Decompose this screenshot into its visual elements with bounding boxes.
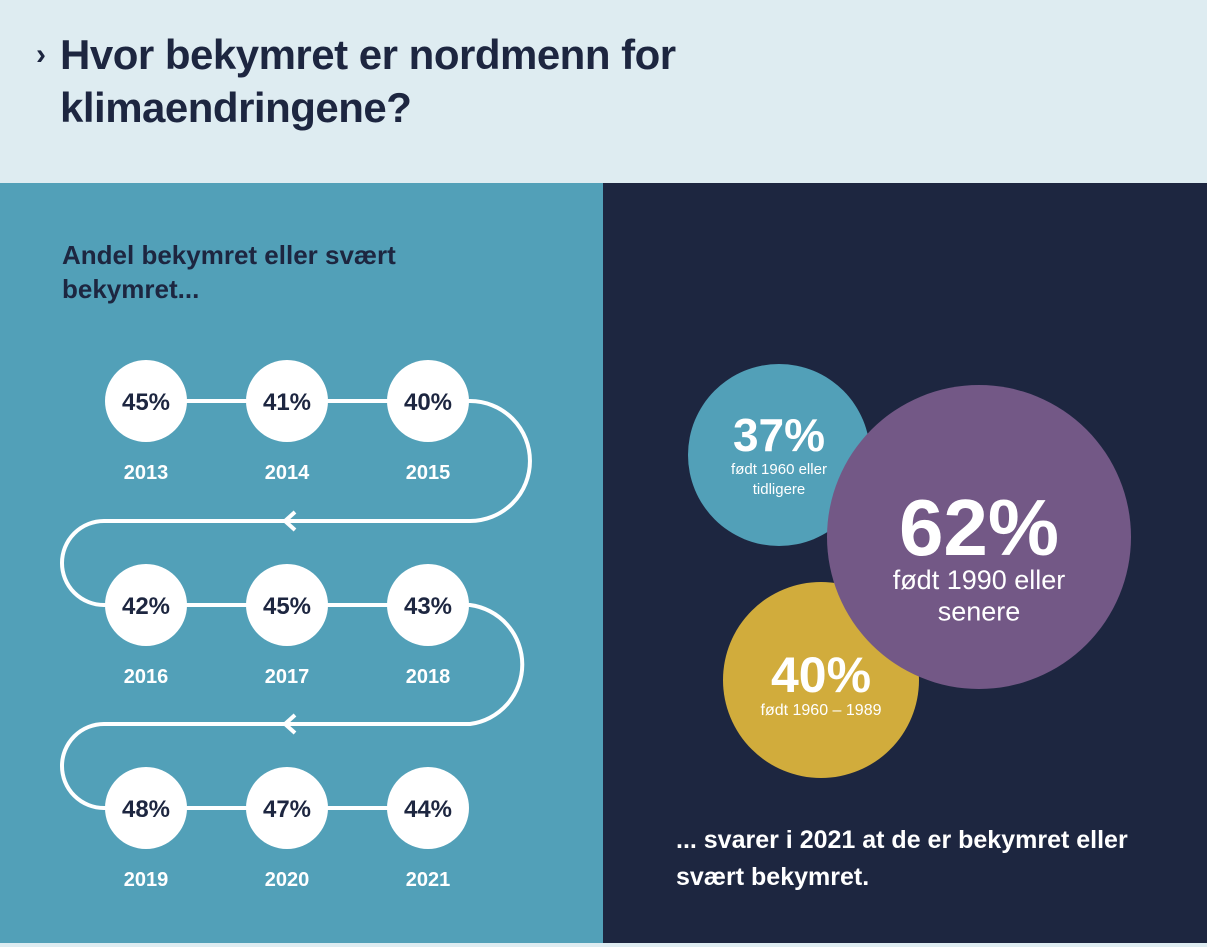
year-value: 40% xyxy=(404,389,452,416)
bubble-value: 40% xyxy=(771,647,871,703)
bubble-label: født 1960 – 1989 xyxy=(761,702,882,719)
year-value: 45% xyxy=(122,389,170,416)
timeline-path xyxy=(60,399,532,810)
bubble-label: født 1990 eller xyxy=(893,565,1066,595)
year-value: 44% xyxy=(404,796,452,823)
chevron-right-icon: › xyxy=(36,38,46,71)
year-circle xyxy=(105,767,187,849)
year-value: 45% xyxy=(263,593,311,620)
year-circle xyxy=(387,564,469,646)
page-title: Hvor bekymret er nordmenn for klimaendri… xyxy=(60,31,676,131)
bubble-label: tidligere xyxy=(753,481,806,498)
year-circle xyxy=(105,564,187,646)
year-value: 43% xyxy=(404,593,452,620)
year-label: 2020 xyxy=(265,869,310,891)
bubble-value: 37% xyxy=(733,409,825,461)
bubble-value: 62% xyxy=(899,483,1059,572)
year-label: 2016 xyxy=(124,666,169,688)
year-value: 47% xyxy=(263,796,311,823)
year-value: 41% xyxy=(263,389,311,416)
year-circle xyxy=(246,360,328,442)
year-label: 2013 xyxy=(124,462,169,484)
footer-note: ... svarer i 2021 at de er bekymret elle… xyxy=(676,826,1128,891)
year-value: 48% xyxy=(122,796,170,823)
bubble-label: født 1960 eller xyxy=(731,461,827,478)
year-label: 2019 xyxy=(124,869,169,891)
year-label: 2018 xyxy=(406,666,451,688)
year-value: 42% xyxy=(122,593,170,620)
year-circle xyxy=(246,767,328,849)
arrow-left-icon xyxy=(282,510,297,532)
age-bubble xyxy=(827,385,1131,689)
year-circle xyxy=(387,360,469,442)
bubble-label: senere xyxy=(938,597,1021,627)
year-circle xyxy=(246,564,328,646)
year-circle xyxy=(105,360,187,442)
year-circle xyxy=(387,767,469,849)
header: › Hvor bekymret er nordmenn for klimaend… xyxy=(0,0,1207,183)
arrow-left-icon xyxy=(282,713,297,735)
year-label: 2015 xyxy=(406,462,451,484)
timeline-subtitle: Andel bekymret eller svært bekymret... xyxy=(62,240,396,304)
year-label: 2021 xyxy=(406,869,451,891)
year-label: 2017 xyxy=(265,666,310,688)
year-label: 2014 xyxy=(265,462,310,484)
age-bubble xyxy=(688,364,870,546)
